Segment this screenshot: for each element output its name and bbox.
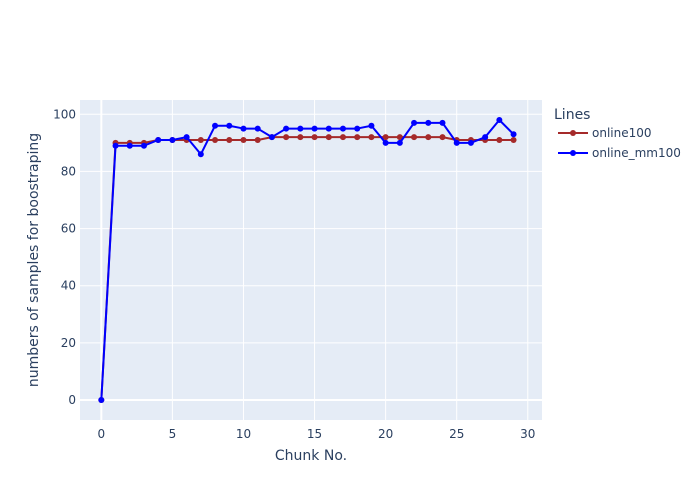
y-tick-label: 100 [53,107,76,121]
data-point-online100 [382,134,389,141]
data-point-online100 [354,134,361,141]
data-point-online-mm100 [482,134,489,141]
data-point-online100 [226,137,233,143]
data-point-online-mm100 [297,125,304,132]
data-point-online100 [297,134,304,141]
data-point-online100 [240,137,247,143]
data-point-online100 [212,137,219,143]
data-point-online-mm100 [411,119,418,126]
data-point-online-mm100 [212,122,219,129]
data-point-online-mm100 [268,134,275,141]
series-layer [98,117,517,403]
y-tick-label: 0 [68,393,76,407]
data-point-online-mm100 [240,125,247,132]
data-point-online-mm100 [254,125,261,132]
data-point-online100 [439,134,446,141]
data-point-online-mm100 [467,139,474,146]
plot-background [80,100,542,420]
data-point-online-mm100 [311,125,318,132]
data-point-online100 [368,134,375,141]
y-tick-labels: 0 20 40 60 80 100 [53,107,76,407]
x-tick-label: 20 [378,427,393,441]
y-tick-label: 60 [61,222,76,236]
x-axis-title: Chunk No. [275,448,347,464]
data-point-online-mm100 [396,139,403,146]
data-point-online100 [425,134,432,141]
data-point-online-mm100 [98,397,105,403]
data-point-online-mm100 [453,139,460,146]
data-point-online-mm100 [510,131,517,138]
legend-item-online-mm100[interactable]: online_mm100 [558,146,681,160]
data-point-online-mm100 [226,122,233,129]
data-point-online-mm100 [368,122,375,129]
data-point-online100 [254,137,261,143]
data-point-online-mm100 [425,119,432,126]
data-point-online100 [311,134,318,141]
data-point-online-mm100 [140,142,147,149]
x-tick-label: 10 [236,427,251,441]
data-point-online-mm100 [339,125,346,132]
data-point-online100 [510,137,517,143]
legend-label: online_mm100 [592,146,681,160]
x-tick-label: 25 [449,427,464,441]
data-point-online-mm100 [496,117,503,123]
data-point-online100 [197,137,204,143]
legend-title: Lines [554,107,590,123]
y-tick-label: 40 [61,279,76,293]
legend-item-online100[interactable]: online100 [558,126,652,140]
legend-swatch-marker [570,150,576,156]
data-point-online100 [411,134,418,141]
data-point-online-mm100 [283,125,290,132]
x-tick-label: 30 [520,427,535,441]
legend: Lines online100 online_mm100 [554,107,681,160]
data-point-online100 [496,137,503,143]
data-point-online100 [325,134,332,141]
data-point-online-mm100 [325,125,332,132]
data-point-online100 [283,134,290,141]
x-tick-labels: 0 5 10 15 20 25 30 [98,427,536,441]
grid-lines [80,100,542,420]
data-point-online-mm100 [354,125,361,132]
x-tick-label: 5 [169,427,177,441]
data-point-online-mm100 [112,142,119,149]
data-point-online-mm100 [197,151,204,158]
y-tick-label: 80 [61,164,76,178]
data-point-online100 [339,134,346,141]
data-point-online-mm100 [382,139,389,146]
data-point-online-mm100 [439,119,446,126]
data-point-online-mm100 [183,134,190,141]
legend-label: online100 [592,126,652,140]
x-tick-label: 15 [307,427,322,441]
y-tick-label: 20 [61,336,76,350]
series-online-mm100 [98,117,517,403]
x-tick-label: 0 [98,427,106,441]
data-point-online100 [396,134,403,141]
data-point-online-mm100 [169,137,176,143]
data-point-online-mm100 [155,137,162,143]
legend-swatch-marker [570,130,576,136]
data-point-online-mm100 [126,142,133,149]
y-axis-title: numbers of samples for boostraping [26,133,42,387]
